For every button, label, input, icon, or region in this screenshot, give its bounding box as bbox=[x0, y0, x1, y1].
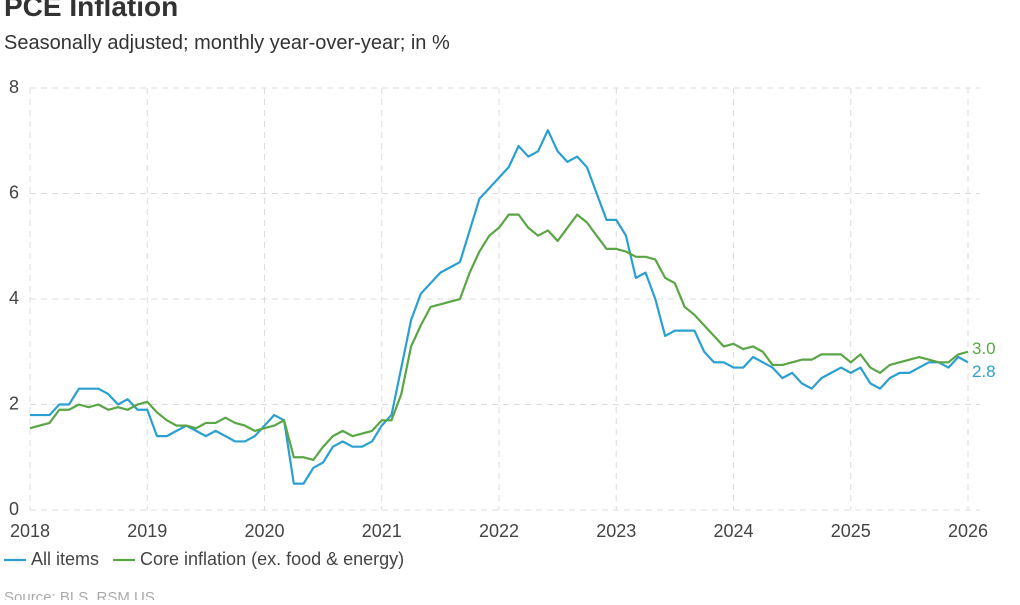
source-note: Source: BLS, RSM US bbox=[4, 589, 155, 600]
x-tick-label: 2026 bbox=[948, 521, 988, 541]
x-tick-label: 2023 bbox=[596, 521, 636, 541]
x-tick-label: 2020 bbox=[244, 521, 284, 541]
data-line bbox=[29, 213, 969, 461]
x-tick-label: 2021 bbox=[362, 521, 402, 541]
x-tick-label: 2018 bbox=[10, 521, 50, 541]
x-tick-label: 2025 bbox=[831, 521, 871, 541]
y-tick-label: 6 bbox=[9, 182, 19, 202]
chart-subtitle: Seasonally adjusted; monthly year-over-y… bbox=[4, 32, 450, 54]
end-label: 3.0 bbox=[972, 339, 996, 358]
end-label: 2.8 bbox=[972, 362, 996, 381]
x-tick-label: 2024 bbox=[713, 521, 753, 541]
x-tick-label: 2022 bbox=[479, 521, 519, 541]
y-tick-label: 0 bbox=[9, 499, 19, 519]
y-tick-label: 8 bbox=[9, 77, 19, 97]
chart-title: PCE Inflation bbox=[4, 0, 178, 22]
y-tick-label: 4 bbox=[9, 288, 19, 308]
y-tick-label: 2 bbox=[9, 393, 19, 413]
legend-label: Core inflation (ex. food & energy) bbox=[140, 549, 404, 569]
x-tick-label: 2019 bbox=[127, 521, 167, 541]
legend-label: All items bbox=[31, 549, 99, 569]
